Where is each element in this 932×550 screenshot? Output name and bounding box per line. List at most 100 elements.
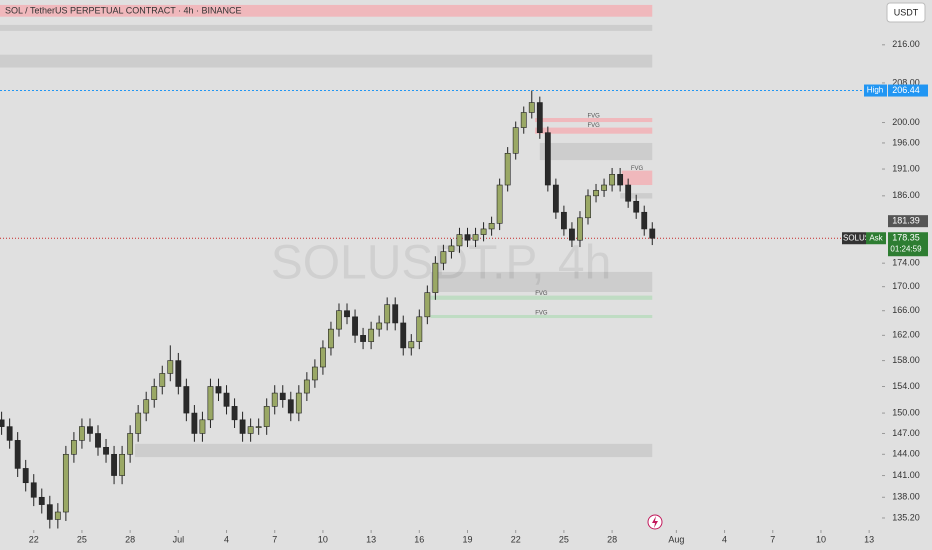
zone — [0, 4, 653, 17]
alert-icon-bolt — [652, 516, 658, 528]
candle-body — [191, 412, 198, 434]
candle-body — [247, 426, 254, 434]
y-tick-label: 200.00 — [892, 117, 920, 127]
y-tick-label: 135.20 — [892, 512, 920, 522]
y-tick-label: 158.00 — [892, 355, 920, 365]
candle-body — [408, 341, 415, 349]
zone — [134, 443, 653, 458]
candle-body — [143, 399, 150, 414]
candle-body — [127, 433, 134, 455]
x-tick-label: 13 — [864, 534, 874, 544]
zone — [430, 314, 653, 319]
candle-body — [392, 304, 399, 324]
symbol-tag: SOLUSDT.P — [843, 233, 887, 242]
candle-body — [79, 426, 85, 441]
x-tick-label: 19 — [463, 534, 473, 544]
candle-body — [271, 392, 278, 407]
candle-body — [22, 468, 29, 484]
candle-body — [512, 127, 519, 154]
y-tick-label: 208.00 — [892, 77, 920, 87]
candle-body — [223, 392, 230, 407]
x-tick-label: Jul — [173, 534, 185, 544]
last-price-box — [888, 232, 928, 257]
axes: 135.20 138.00 141.00 144.00 147.00 150.00 154.… — [29, 39, 928, 544]
side-box — [866, 232, 886, 245]
candle-body — [464, 234, 471, 241]
candle-body — [295, 392, 302, 414]
candle-body — [103, 447, 109, 455]
candle-body — [119, 453, 126, 476]
candle-body — [601, 184, 607, 191]
candle-body — [569, 228, 575, 241]
currency-label[interactable]: USDT — [894, 7, 919, 17]
candle-body — [488, 223, 495, 230]
candle-body — [577, 217, 583, 241]
candle-body — [239, 419, 246, 434]
candle-body — [199, 419, 206, 434]
high-value-box — [888, 84, 928, 97]
y-tick-label: 174.00 — [892, 258, 920, 268]
candle-body — [167, 360, 174, 374]
candle-body — [528, 102, 535, 113]
candle-body — [183, 386, 190, 414]
y-tick-label: 166.00 — [892, 305, 920, 315]
x-tick-label: 22 — [511, 534, 521, 544]
high-value: 206.44 — [892, 85, 920, 95]
y-tick-label: 144.00 — [892, 449, 920, 459]
chart-title: SOL / TetherUS PERPETUAL CONTRACT · 4h ·… — [5, 5, 242, 15]
candle-body — [544, 132, 551, 186]
x-tick-label: 13 — [366, 534, 376, 544]
candle-body — [70, 440, 77, 455]
x-tick-label: 28 — [125, 534, 135, 544]
zone — [0, 24, 653, 31]
zone — [430, 271, 653, 293]
candle-body — [231, 406, 238, 421]
candle-body — [440, 251, 447, 264]
y-tick-label: 216.00 — [892, 39, 920, 49]
y-tick-label: 154.00 — [892, 381, 920, 391]
candle-body — [432, 262, 439, 293]
last-price: 178.35 — [892, 233, 920, 243]
candle-body — [344, 310, 350, 318]
candle-body — [87, 426, 93, 434]
prev-price: 181.39 — [892, 216, 920, 226]
candle-body — [303, 379, 310, 394]
x-tick-label: 25 — [559, 534, 569, 544]
y-tick-label: 191.00 — [892, 163, 920, 173]
x-tick-label: 4 — [224, 534, 229, 544]
zone-label: FVG — [587, 123, 600, 129]
x-tick-label: 7 — [770, 534, 775, 544]
candle-body — [336, 310, 342, 330]
candle-body — [311, 366, 318, 381]
candle-body — [328, 328, 334, 349]
candle-body — [287, 399, 294, 414]
candle-body — [6, 426, 13, 441]
currency-button[interactable] — [886, 2, 926, 23]
candle-body — [641, 211, 648, 230]
candle-body — [400, 322, 407, 349]
y-tick-label: 162.00 — [892, 330, 920, 340]
zone — [621, 170, 653, 186]
high-tag-label: High — [867, 86, 883, 95]
zone — [534, 118, 653, 123]
countdown: 01:24:59 — [890, 244, 922, 253]
candle-body — [472, 234, 479, 241]
candle-body — [496, 184, 503, 224]
candle-body — [320, 347, 326, 368]
candle-body — [360, 335, 366, 342]
candle-body — [95, 433, 101, 448]
candle-body — [30, 482, 37, 498]
y-tick-label: 196.00 — [892, 137, 920, 147]
candle-body — [215, 386, 222, 394]
candle-body — [54, 511, 61, 520]
zone-label: FVG — [535, 311, 548, 317]
candle-body — [633, 200, 640, 213]
candles — [0, 90, 656, 529]
zone — [539, 142, 653, 161]
candle-body — [175, 360, 182, 387]
candle-body — [536, 102, 543, 133]
zone — [534, 127, 653, 134]
candle-body — [456, 234, 463, 247]
x-tick-label: 7 — [272, 534, 277, 544]
